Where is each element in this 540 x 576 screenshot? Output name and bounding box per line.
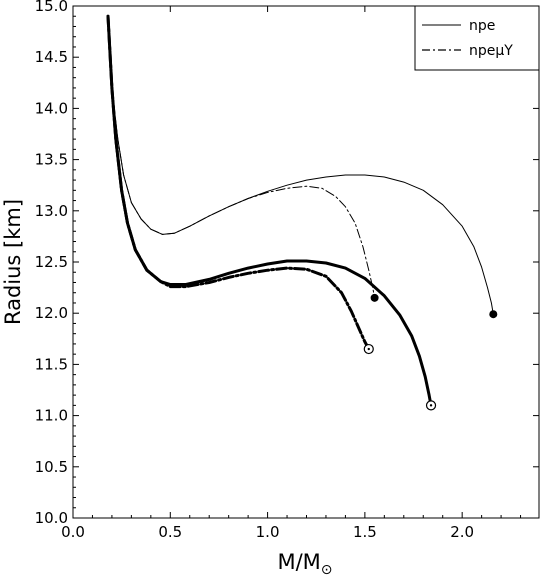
- endpoint-filled-0: [489, 310, 498, 319]
- y-tick-label: 14.5: [35, 48, 68, 66]
- axis-ticks: 0.0 0.5 1.0 1.5 2.0 10.0 10.5 11.0 11.5 12.0 12.5 1…: [35, 0, 539, 541]
- endpoint-open-dot-3: [367, 347, 370, 351]
- y-tick-label: 13.0: [35, 202, 68, 220]
- endpoint-markers: [363, 293, 498, 411]
- x-axis-label-main: M/M: [277, 550, 320, 574]
- x-axis-label-subscript: ⊙: [321, 562, 333, 576]
- series-line-2: [106, 14, 433, 407]
- legend: npe npeμY: [414, 5, 540, 71]
- y-tick-label: 13.5: [35, 151, 68, 169]
- y-tick-label: 11.0: [35, 407, 68, 425]
- endpoint-open-dot-2: [429, 404, 433, 407]
- series-line-3: [106, 14, 371, 351]
- series-group: [106, 14, 494, 407]
- legend-box: [414, 5, 540, 71]
- x-tick-label: 1.5: [353, 523, 377, 541]
- legend-label-npe: npe: [469, 18, 495, 34]
- y-tick-label: 14.0: [35, 99, 68, 117]
- y-tick-label: 12.5: [35, 253, 68, 271]
- y-tick-label: 11.5: [35, 355, 68, 373]
- endpoint-filled-1: [370, 293, 379, 302]
- x-tick-label: 2.0: [450, 523, 474, 541]
- y-tick-label: 10.5: [35, 458, 68, 476]
- y-tick-label: 10.0: [35, 509, 68, 527]
- y-tick-label: 12.0: [35, 304, 68, 322]
- legend-label-npemuy: npeμY: [469, 43, 513, 59]
- y-tick-label: 15.0: [35, 0, 68, 15]
- x-tick-label: 0.0: [61, 523, 85, 541]
- x-tick-label: 0.5: [158, 523, 182, 541]
- series-line-1: [107, 15, 376, 299]
- x-tick-label: 1.0: [256, 523, 280, 541]
- y-axis-label: Radius [km]: [1, 199, 25, 325]
- x-axis-label: M/M⊙: [277, 550, 332, 576]
